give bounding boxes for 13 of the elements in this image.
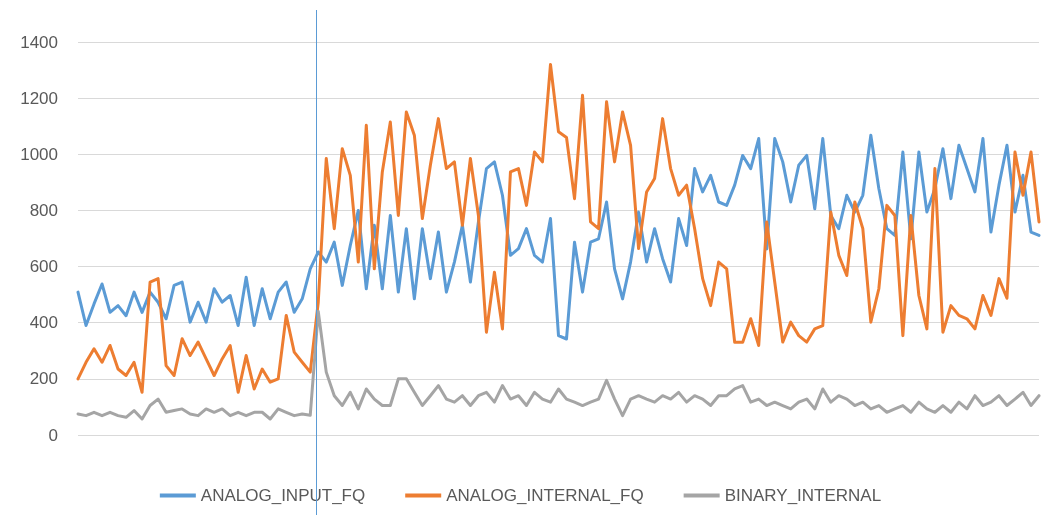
y-tick-label: 600: [29, 257, 58, 277]
y-tick-label: 400: [29, 313, 58, 333]
line-series: [76, 62, 1041, 394]
y-tick-label: 200: [29, 369, 58, 389]
y-tick-label: 800: [29, 200, 58, 220]
y-tick-label: 0: [48, 425, 58, 445]
y-tick-label: 1200: [20, 88, 58, 108]
line-series: [76, 309, 1041, 421]
legend-label: ANALOG_INTERNAL_FQ: [446, 486, 644, 505]
y-tick-label: 1400: [20, 32, 58, 52]
legend-label: BINARY_INTERNAL: [724, 486, 882, 505]
line-series: [76, 133, 1041, 341]
y-tick-label: 1000: [20, 144, 58, 164]
